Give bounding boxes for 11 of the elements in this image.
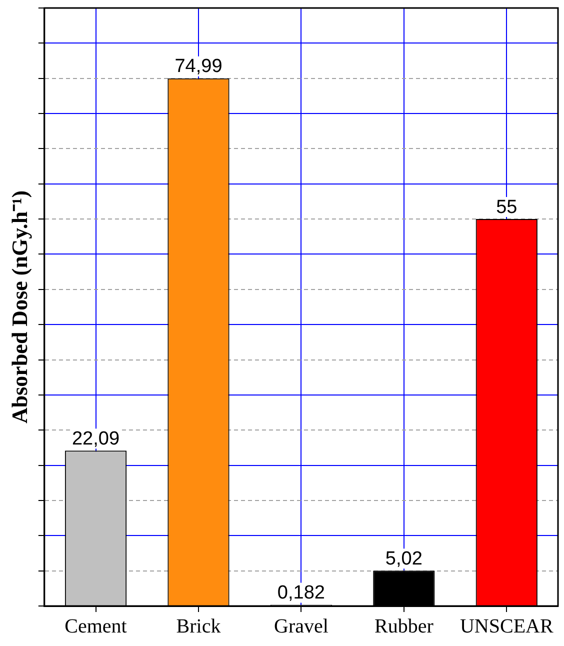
x-tick-label: Gravel xyxy=(274,615,329,638)
x-tick-label: UNSCEAR xyxy=(460,615,554,638)
data-label: 0,182 xyxy=(277,582,325,604)
data-label: 22,09 xyxy=(72,428,120,450)
x-tick-label: Brick xyxy=(176,615,221,638)
x-tick-label: Cement xyxy=(64,615,128,638)
data-label: 55 xyxy=(496,196,518,218)
x-tick-label: Rubber xyxy=(374,615,434,638)
data-label: 74,99 xyxy=(174,56,222,78)
y-axis-title: Absorbed Dose (nGy.h⁻¹) xyxy=(6,190,32,424)
data-label: 5,02 xyxy=(385,548,422,570)
